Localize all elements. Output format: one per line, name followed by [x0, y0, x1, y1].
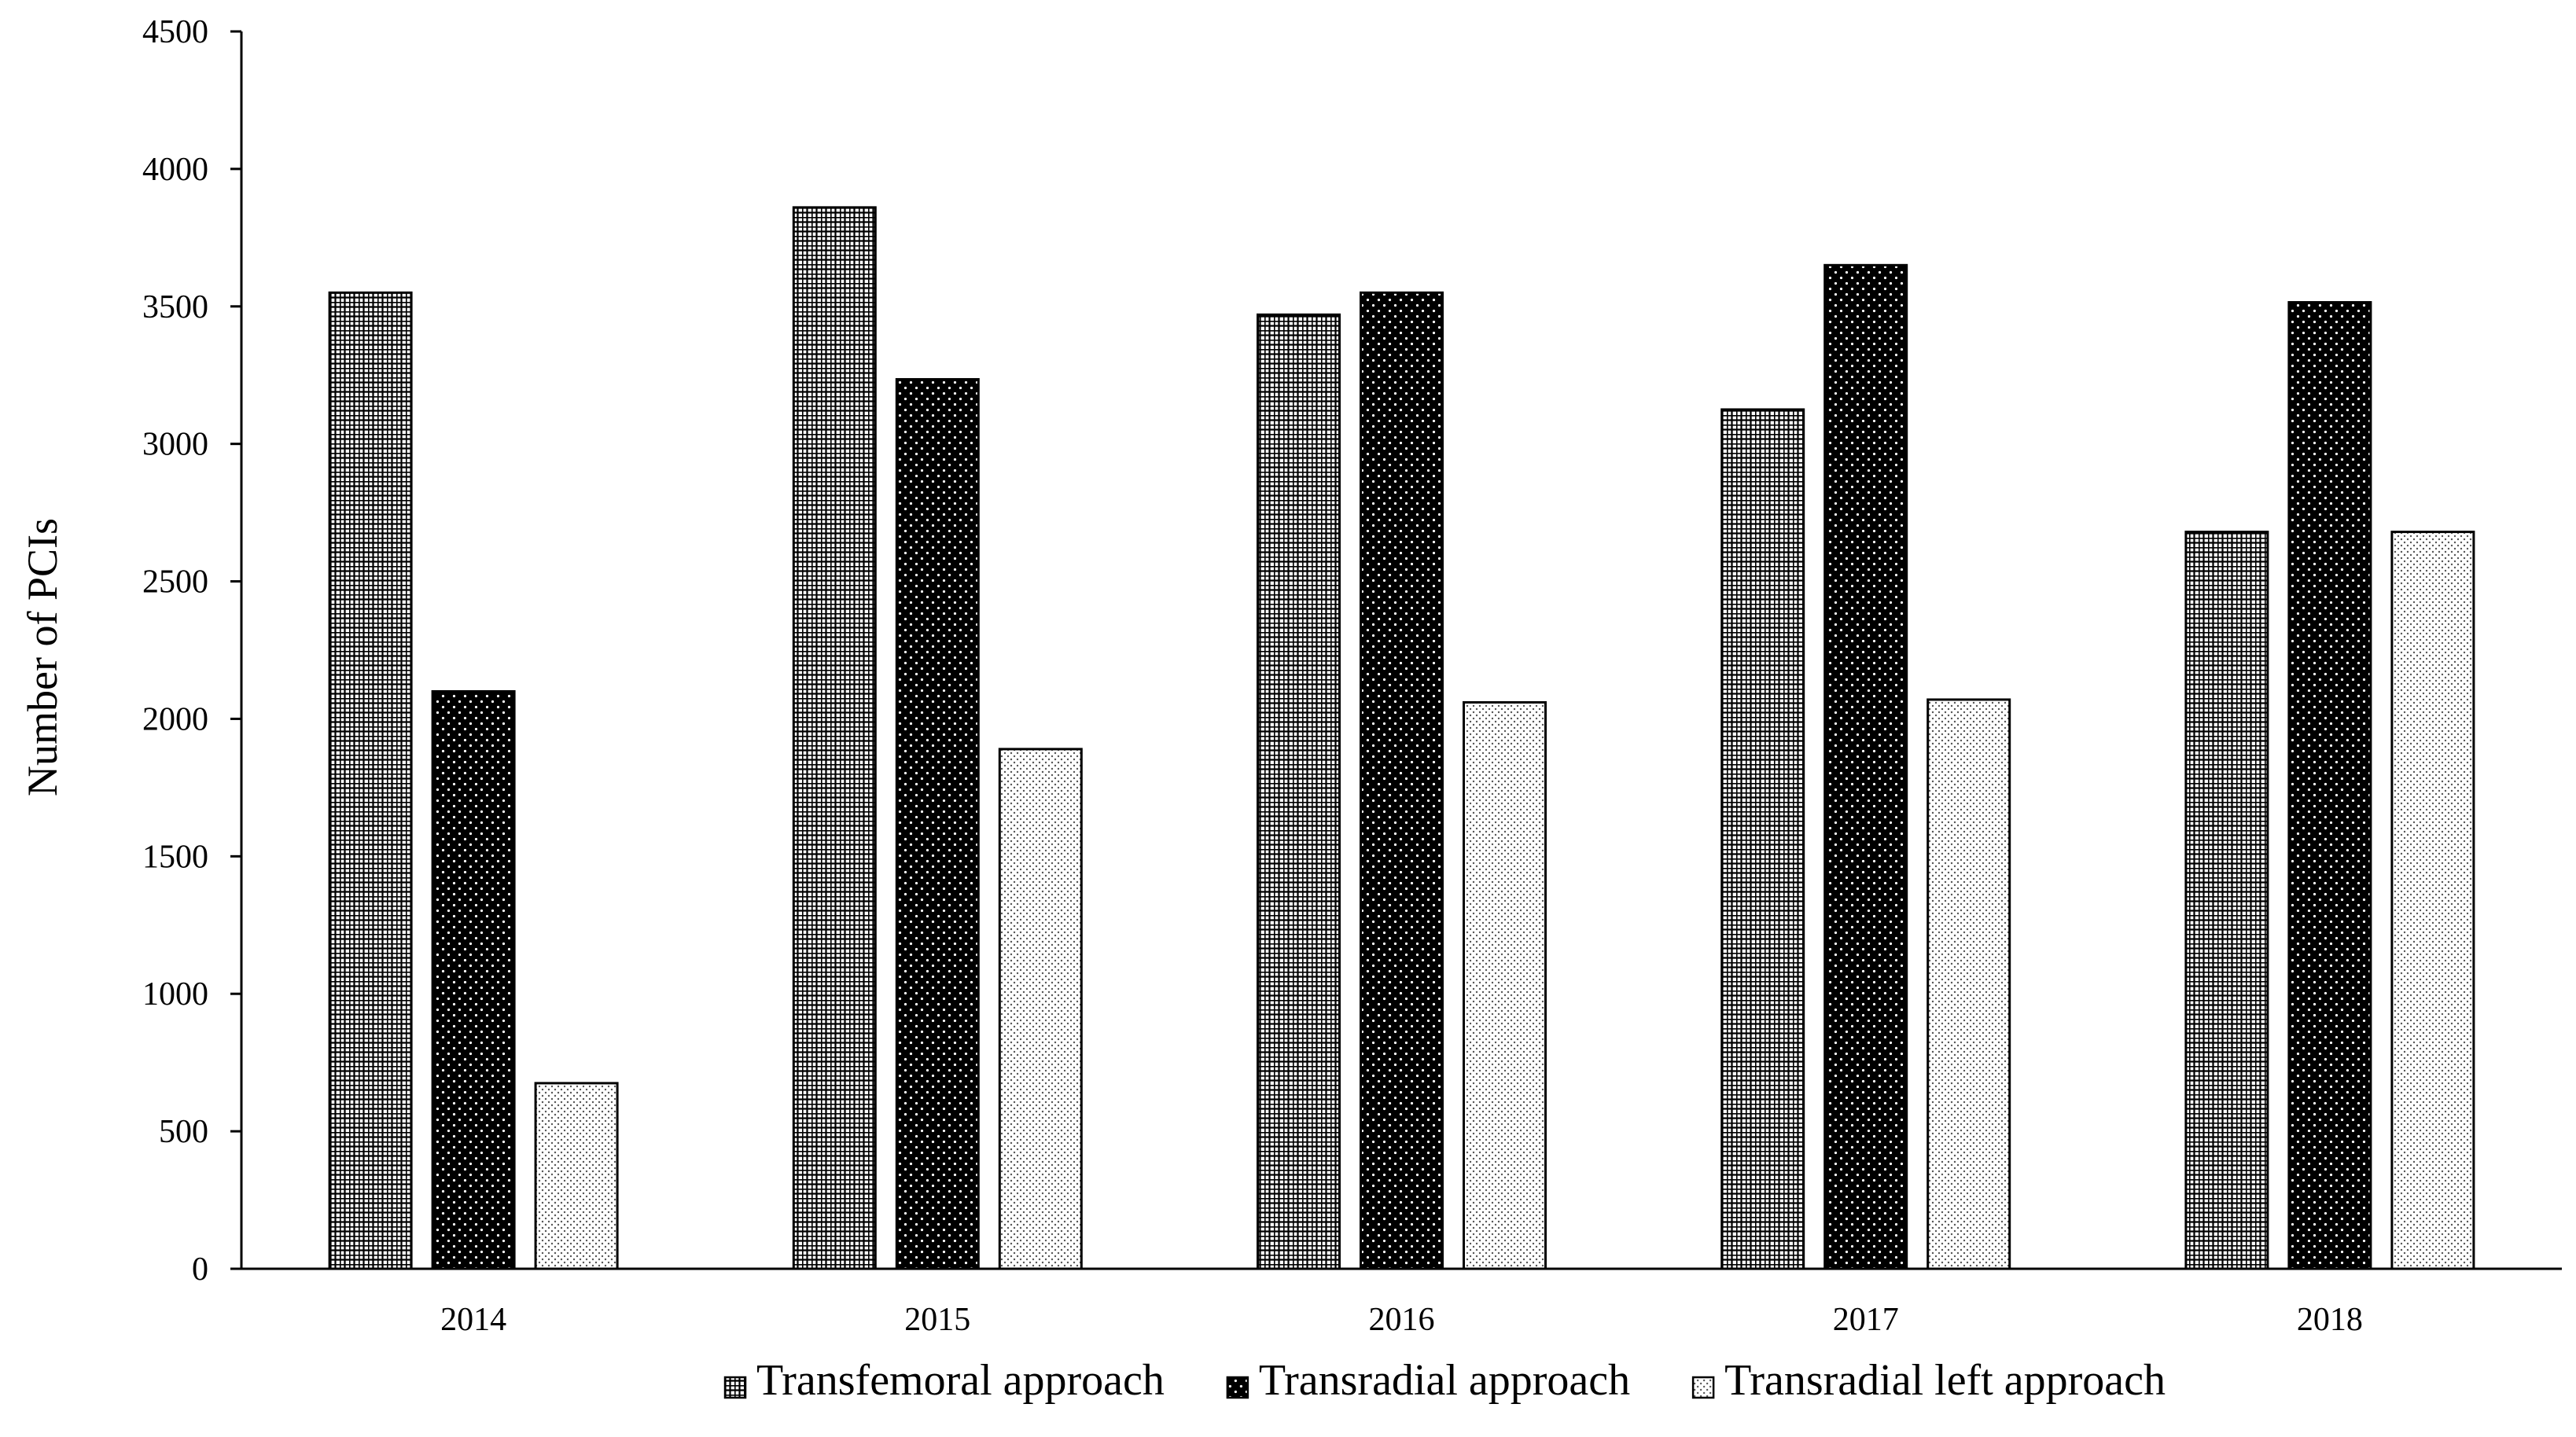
bar-transradial-approach-2014 — [431, 689, 516, 1270]
bar-transradial-approach-2016 — [1360, 291, 1444, 1270]
y-axis-title: Number of PCIs — [19, 518, 66, 796]
bar-transradial-approach-2015 — [895, 377, 980, 1270]
y-tick-label: 4500 — [142, 14, 208, 50]
legend-item-transradial-approach: Transradial approach — [1226, 1356, 1630, 1405]
x-tick-label: 2016 — [1369, 1302, 1435, 1338]
y-tick-label: 1000 — [142, 976, 208, 1013]
x-tick-label: 2018 — [2297, 1302, 2363, 1338]
y-tick-label: 3000 — [142, 427, 208, 463]
bar-transfemoral-approach-2016 — [1257, 313, 1341, 1270]
bar-transradial-left-approach-2018 — [2390, 531, 2475, 1270]
bar-transfemoral-approach-2014 — [328, 291, 413, 1270]
x-tick-label: 2017 — [1833, 1302, 1899, 1338]
legend: Transfemoral approach Transradial approac… — [723, 1356, 2166, 1405]
bar-transfemoral-approach-2017 — [1720, 408, 1805, 1270]
legend-item-transfemoral-approach: Transfemoral approach — [723, 1356, 1165, 1405]
y-tick-label: 0 — [192, 1251, 208, 1288]
bar-transfemoral-approach-2018 — [2184, 531, 2269, 1270]
legend-swatch — [1226, 1376, 1249, 1399]
legend-label: Transradial approach — [1259, 1356, 1630, 1405]
bar-series-group — [328, 206, 2475, 1270]
bar-transradial-left-approach-2015 — [998, 748, 1083, 1270]
y-tick-label: 3500 — [142, 289, 208, 325]
legend-label: Transfemoral approach — [756, 1356, 1165, 1405]
y-tick-label: 1500 — [142, 839, 208, 875]
x-tick-label: 2014 — [440, 1302, 506, 1338]
y-tick-label: 2500 — [142, 564, 208, 601]
legend-swatch — [723, 1376, 747, 1399]
legend-item-transradial-left-approach: Transradial left approach — [1691, 1356, 2166, 1405]
bar-transradial-approach-2018 — [2287, 301, 2372, 1270]
bar-transradial-left-approach-2017 — [1926, 698, 2011, 1270]
y-tick-label: 4000 — [142, 152, 208, 188]
x-tick-label: 2015 — [904, 1302, 970, 1338]
legend-swatch — [1691, 1376, 1715, 1399]
x-axis: 2014 2015 2016 2017 2018 — [241, 1267, 2562, 1338]
bar-transradial-left-approach-2014 — [534, 1082, 619, 1270]
y-axis: 0 500 1000 1500 2000 2500 3000 3500 4000 4500 — [142, 14, 243, 1288]
bar-transradial-approach-2017 — [1823, 263, 1908, 1270]
y-tick-label: 500 — [159, 1114, 208, 1150]
bar-transradial-left-approach-2016 — [1463, 700, 1547, 1270]
legend-label: Transradial left approach — [1724, 1356, 2166, 1405]
y-tick-label: 2000 — [142, 701, 208, 737]
bar-transfemoral-approach-2015 — [792, 206, 877, 1270]
